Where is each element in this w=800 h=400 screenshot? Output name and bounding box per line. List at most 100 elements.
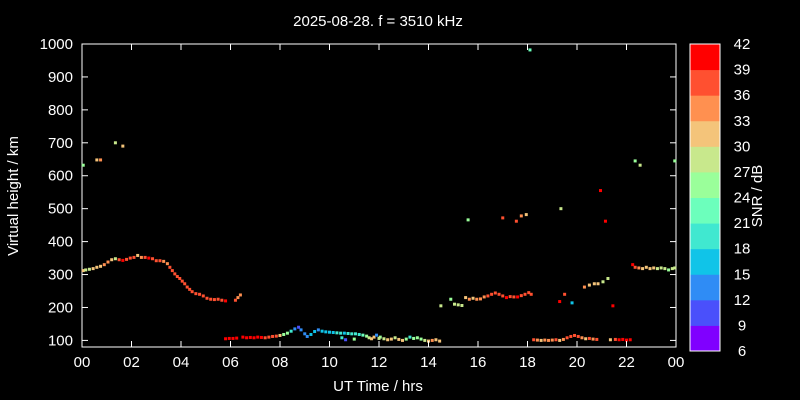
data-point — [99, 158, 103, 162]
data-point — [370, 337, 374, 341]
data-point — [231, 336, 235, 340]
colorbar-cell — [690, 95, 720, 122]
data-point — [154, 259, 158, 263]
data-point — [397, 337, 401, 341]
data-point — [282, 332, 286, 336]
data-point — [278, 333, 282, 337]
data-point — [673, 159, 677, 163]
y-tick-label: 300 — [48, 267, 73, 284]
data-point — [125, 257, 129, 261]
data-point — [504, 296, 508, 300]
y-tick-label: 100 — [48, 332, 73, 349]
data-point — [543, 338, 547, 342]
plot-frame — [81, 43, 677, 348]
data-point — [113, 257, 117, 261]
x-tick-label: 14 — [420, 354, 437, 371]
data-point — [493, 291, 497, 295]
colorbar-cell — [690, 274, 720, 301]
colorbar-cell — [690, 197, 720, 224]
data-point — [256, 335, 260, 339]
data-point — [471, 296, 475, 300]
data-point — [235, 336, 239, 340]
data-point — [245, 336, 249, 340]
data-point — [173, 272, 177, 276]
data-point — [377, 336, 381, 340]
x-tick-label: 18 — [519, 354, 536, 371]
data-point — [81, 163, 85, 167]
data-point — [408, 335, 412, 339]
data-point — [340, 336, 344, 340]
data-point — [587, 336, 591, 340]
data-point — [132, 255, 136, 259]
data-point — [527, 291, 531, 295]
data-point — [601, 280, 605, 284]
data-point — [464, 296, 468, 300]
data-point — [486, 294, 490, 298]
data-point — [91, 267, 95, 271]
data-point — [652, 266, 656, 270]
data-point — [267, 335, 271, 339]
data-point — [241, 335, 245, 339]
data-point — [419, 337, 423, 341]
data-point — [478, 297, 482, 301]
data-point — [175, 275, 179, 279]
data-point — [580, 336, 584, 340]
data-point — [535, 338, 539, 342]
data-point — [209, 297, 213, 301]
data-point — [599, 189, 603, 193]
data-point — [353, 332, 357, 336]
y-tick-label: 200 — [48, 299, 73, 316]
x-tick-label: 10 — [321, 354, 338, 371]
data-point — [212, 298, 216, 302]
colorbar-cell — [690, 69, 720, 96]
data-point — [361, 333, 365, 337]
data-point — [625, 338, 628, 342]
data-point — [372, 335, 376, 339]
y-tick-label: 800 — [48, 102, 73, 119]
data-point — [582, 285, 586, 289]
data-point — [151, 257, 155, 261]
colorbar-tick-label: 6 — [738, 343, 746, 360]
colorbar-tick-label: 21 — [734, 215, 751, 232]
snr-colorbar: 6 9 12 15 18 21 24 27 30 33 36 39 42 SNR / dB — [689, 36, 766, 360]
data-point — [147, 256, 151, 260]
plot-area — [81, 43, 677, 348]
data-point — [357, 332, 361, 336]
colorbar-label: SNR / dB — [749, 165, 766, 228]
data-point — [595, 337, 599, 341]
y-tick-label: 500 — [48, 201, 73, 218]
data-point — [309, 332, 313, 336]
data-point — [194, 292, 198, 296]
data-point — [139, 255, 143, 259]
data-point — [611, 304, 615, 308]
data-point — [670, 267, 674, 271]
data-point — [550, 338, 554, 342]
y-tick-label: 1000 — [40, 36, 73, 53]
data-point — [655, 267, 659, 271]
data-point — [532, 338, 536, 342]
data-point — [238, 293, 242, 297]
data-point — [293, 327, 297, 331]
data-point — [81, 269, 85, 273]
data-point — [350, 332, 354, 336]
data-point — [529, 292, 533, 296]
data-point — [305, 334, 309, 338]
data-point — [170, 269, 174, 273]
data-point — [573, 333, 577, 337]
data-point — [519, 214, 523, 218]
data-point — [331, 331, 335, 335]
data-point — [106, 260, 110, 264]
data-point — [613, 337, 617, 341]
data-point — [558, 338, 562, 342]
data-point — [633, 159, 637, 163]
data-point — [393, 336, 397, 340]
data-point — [328, 330, 331, 334]
data-point — [576, 334, 580, 338]
data-point — [628, 338, 632, 342]
data-point — [516, 295, 520, 299]
data-point — [631, 263, 635, 267]
data-point — [263, 336, 267, 340]
data-point — [565, 336, 569, 340]
data-point — [667, 268, 671, 272]
x-tick-label: 12 — [371, 354, 388, 371]
